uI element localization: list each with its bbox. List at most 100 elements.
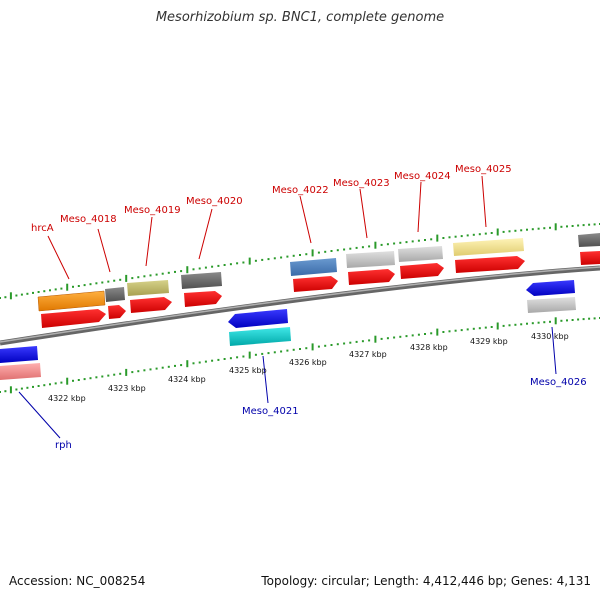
outer-ruler-minor-tick [531,228,534,231]
gene-block-meso4019-feature[interactable] [127,280,169,296]
cds-arrow-hrcA[interactable] [41,309,106,328]
cds-arrow-meso4024[interactable] [400,263,444,279]
cds-arrow-meso4020[interactable] [184,291,222,307]
gene-block-meso4021-feature[interactable] [229,327,291,346]
outer-ruler-minor-tick [204,266,207,269]
gene-label-meso4025[interactable]: Meso_4025 [455,164,512,175]
inner-ruler-major-tick [374,335,377,343]
leader-meso4018 [97,228,111,273]
outer-ruler-minor-tick [514,229,517,232]
ruler-label-4326: 4326 kbp [289,358,327,367]
leader-meso4024 [417,181,422,233]
outer-ruler-minor-tick [386,243,389,246]
gene-block-meso4025-feature[interactable] [453,238,524,256]
outer-ruler-minor-tick [198,267,201,270]
gene-label-meso4023[interactable]: Meso_4023 [333,178,390,189]
gene-block-hrcA-feature[interactable] [37,290,106,312]
outer-ruler-minor-tick [361,246,364,249]
inner-ruler-minor-tick [417,333,420,336]
outer-ruler-minor-tick [242,261,245,264]
inner-ruler-minor-tick [149,368,152,371]
gene-block-meso4020-feature[interactable] [181,272,222,289]
outer-ruler-minor-tick [137,276,140,279]
inner-ruler-minor-tick [180,364,183,367]
inner-ruler-minor-tick [361,340,364,343]
cds-arrow-meso4019[interactable] [130,297,172,313]
outer-ruler-minor-tick [254,259,257,262]
gene-label-rph[interactable]: rph [55,440,72,451]
inner-ruler-minor-tick [143,369,146,372]
cds-arrow-meso4026[interactable] [526,280,575,296]
gene-label-meso4022[interactable]: Meso_4022 [272,185,329,196]
leader-rph [18,391,61,439]
inner-ruler-major-tick [554,317,557,325]
inner-ruler-minor-tick [430,332,433,335]
gene-block-rph-feature[interactable] [0,363,41,380]
outer-ruler-minor-tick [526,228,528,231]
cds-arrow-meso4018[interactable] [108,305,126,319]
inner-ruler-minor-tick [405,335,408,338]
outer-ruler-minor-tick [261,258,264,261]
gene-label-meso4026[interactable]: Meso_4026 [530,377,587,388]
gene-label-meso4021[interactable]: Meso_4021 [242,406,299,417]
inner-ruler-minor-tick [20,387,23,390]
cds-arrow-meso4021[interactable] [228,309,288,328]
gene-block-meso4018-feature[interactable] [105,287,125,302]
gene-block-meso4023-feature[interactable] [346,251,395,268]
inner-ruler-minor-tick [167,365,170,368]
inner-ruler-minor-tick [520,323,523,326]
outer-ruler-minor-tick [217,264,220,267]
outer-ruler-minor-tick [4,296,7,299]
outer-ruler-major-tick [311,249,314,257]
cds-arrow-edge[interactable] [580,251,600,265]
outer-ruler-minor-tick [349,247,352,250]
gene-label-hrcA[interactable]: hrcA [31,223,54,234]
ruler-label-4329: 4329 kbp [470,337,508,346]
gene-label-meso4019[interactable]: Meso_4019 [124,205,181,216]
inner-ruler-minor-tick [380,337,383,340]
inner-ruler-minor-tick [242,355,245,358]
outer-ruler-minor-tick [380,243,383,246]
inner-ruler-minor-tick [478,327,481,330]
inner-ruler-minor-tick [411,334,414,337]
forward-feature-row [37,233,600,312]
inner-ruler-minor-tick [526,322,528,325]
outer-ruler-major-tick [554,223,557,231]
gene-block-meso4024-feature[interactable] [398,246,443,262]
inner-ruler-minor-tick [490,326,493,328]
outer-ruler-minor-tick [131,277,134,280]
genome-backbone [0,265,600,346]
cds-arrow-meso4022[interactable] [293,276,338,292]
inner-ruler-minor-tick [393,336,396,339]
reverse-feature-row [0,280,576,380]
gene-label-meso4018[interactable]: Meso_4018 [60,214,117,225]
outer-ruler-minor-tick [424,239,426,241]
inner-ruler-major-tick [125,368,128,376]
inner-ruler-minor-tick [77,379,80,381]
gene-label-meso4020[interactable]: Meso_4020 [186,196,243,207]
outer-ruler-minor-tick [582,224,585,227]
gene-label-layer: hrcA Meso_4018 Meso_4019 Meso_4020 Meso_… [31,164,587,451]
outer-ruler-minor-tick [292,254,295,257]
map-title: Mesorhizobium sp. BNC1, complete genome [155,10,445,25]
outer-ruler-minor-tick [149,274,152,277]
gene-block-meso4022-feature[interactable] [290,258,337,276]
outer-ruler-minor-tick [593,223,596,226]
cds-arrow-meso4025[interactable] [455,256,525,273]
gene-block-meso4026-feature[interactable] [527,297,576,313]
outer-ruler-minor-tick [223,264,226,266]
outer-ruler-minor-tick [26,292,29,295]
outer-ruler-minor-tick [442,237,445,239]
cds-arrow-meso4023[interactable] [348,269,395,285]
gene-block-edge-feature[interactable] [578,233,600,247]
leader-meso4025 [481,175,487,228]
inner-ruler-minor-tick [292,348,295,351]
cds-arrow-rph[interactable] [0,346,38,363]
outer-ruler-minor-tick [484,232,487,235]
outer-ruler-minor-tick [549,226,551,229]
outer-ruler-minor-tick [0,297,1,299]
gene-label-meso4024[interactable]: Meso_4024 [394,171,451,182]
outer-ruler-minor-tick [336,249,339,252]
outer-ruler-minor-tick [15,294,18,297]
outer-ruler-minor-tick [95,282,98,285]
